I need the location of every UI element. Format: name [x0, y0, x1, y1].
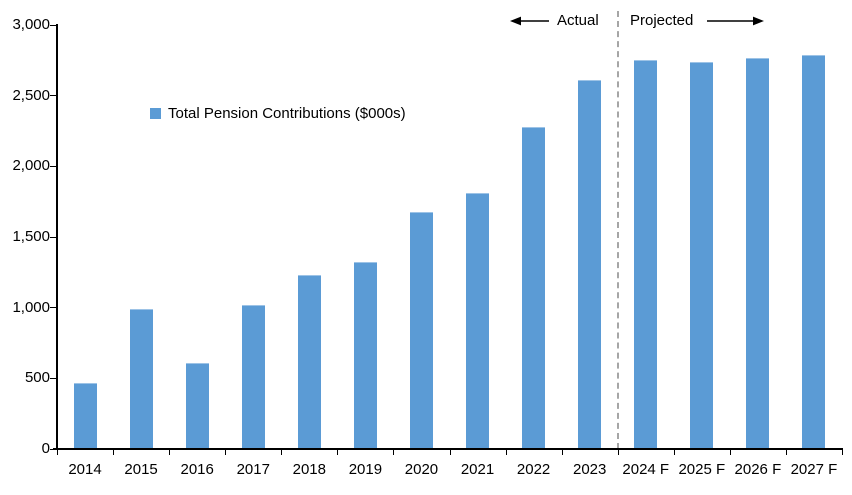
- bar-2021: [466, 193, 490, 449]
- arrow-right-icon: [707, 16, 764, 26]
- x-axis-tick: [393, 450, 395, 455]
- y-axis-tick: [50, 236, 56, 238]
- bar-2023: [578, 80, 602, 449]
- x-axis-label: 2026 F: [734, 461, 782, 478]
- x-axis-label: 2023: [572, 461, 607, 478]
- x-axis-tick: [842, 450, 843, 455]
- x-axis-tick: [225, 450, 227, 455]
- bar-2019: [353, 262, 377, 449]
- x-axis-tick: [449, 450, 451, 455]
- bar-2017: [241, 304, 265, 449]
- x-axis-tick: [113, 450, 115, 455]
- legend-label: Total Pension Contributions ($000s): [168, 105, 406, 122]
- actual-projected-divider: [616, 11, 619, 449]
- y-axis-tick: [50, 95, 56, 97]
- x-axis-label: 2014: [68, 461, 102, 478]
- x-axis-line: [53, 448, 843, 450]
- bar-2018: [297, 275, 321, 449]
- bar-2015: [129, 309, 153, 449]
- bar-2025 F: [690, 61, 714, 449]
- x-axis-label: 2016: [180, 461, 214, 478]
- y-axis-label: 2,500: [12, 86, 50, 104]
- x-axis-tick: [337, 450, 339, 455]
- x-axis-tick: [785, 450, 787, 455]
- legend-marker-icon: [150, 108, 161, 119]
- x-axis-tick: [729, 450, 731, 455]
- y-axis-label: 3,000: [12, 16, 50, 33]
- x-axis-tick: [561, 450, 563, 455]
- x-axis-tick: [505, 450, 507, 455]
- y-axis-tick: [50, 307, 56, 309]
- y-axis-tick: [50, 165, 56, 167]
- bar-2027 F: [802, 54, 826, 449]
- x-axis-tick: [617, 450, 619, 455]
- y-axis-label: 0: [41, 440, 50, 457]
- x-axis-label: 2021: [460, 461, 495, 478]
- x-axis-label: 2024 F: [622, 461, 670, 478]
- x-axis-label: 2017: [236, 461, 270, 478]
- x-axis-label: 2019: [348, 461, 383, 478]
- y-axis-label: 1,000: [12, 298, 50, 316]
- y-axis-label: 1,500: [12, 228, 50, 245]
- bar-2024 F: [634, 60, 658, 449]
- x-axis-tick: [673, 450, 675, 455]
- y-axis-tick: [50, 377, 56, 379]
- y-axis-label: 2,000: [12, 157, 50, 175]
- x-axis-tick: [281, 450, 283, 455]
- x-axis-label: 2022: [516, 461, 551, 478]
- bar-2014: [73, 382, 97, 449]
- y-axis-tick: [50, 24, 56, 26]
- annotation-projected: Projected: [630, 12, 694, 29]
- x-axis-label: 2020: [404, 461, 439, 478]
- x-axis-label: 2025 F: [678, 461, 726, 478]
- x-axis-tick: [169, 450, 171, 455]
- bar-2016: [185, 362, 209, 449]
- x-axis-label: 2015: [124, 461, 158, 478]
- y-axis-label: 500: [24, 369, 50, 387]
- bar-2020: [409, 211, 433, 449]
- x-axis-label: 2018: [292, 461, 326, 478]
- arrow-left-icon: [510, 16, 549, 26]
- bar-2022: [522, 126, 546, 449]
- x-axis-label: 2027 F: [790, 461, 838, 478]
- x-axis-tick: [57, 450, 58, 455]
- bar-2026 F: [746, 57, 770, 449]
- annotation-actual: Actual: [557, 12, 599, 29]
- legend: Total Pension Contributions ($000s): [150, 105, 406, 122]
- y-axis-line: [56, 24, 58, 450]
